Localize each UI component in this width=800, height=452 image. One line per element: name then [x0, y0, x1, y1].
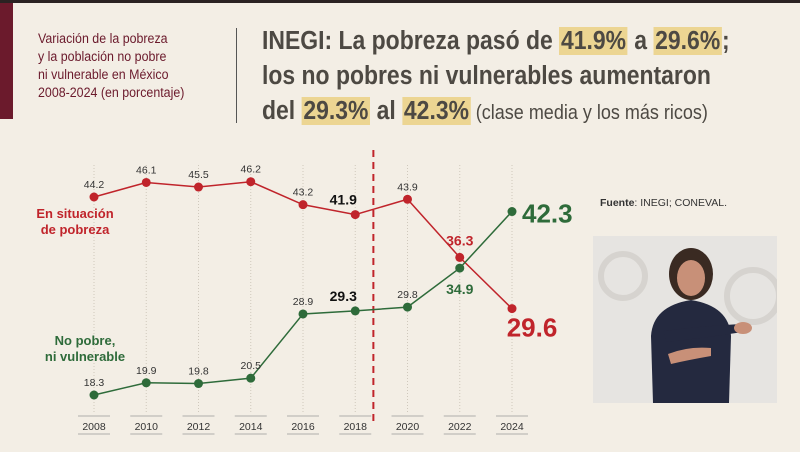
highlight-value: 41.9% [559, 27, 628, 55]
headline-text: del [262, 97, 302, 125]
data-label: 20.5 [241, 360, 262, 372]
data-label: 36.3 [446, 232, 473, 248]
data-point [246, 177, 256, 187]
x-tick-label: 2022 [448, 421, 472, 433]
highlight-value: 29.6% [653, 27, 723, 55]
chart-subtitle: Variación de la pobreza y la población n… [38, 30, 222, 102]
legend-text: de pobreza [40, 222, 110, 237]
headline-text: a [627, 27, 654, 55]
headline-text: INEGI: La pobreza pasó de [262, 27, 560, 55]
headline-text: los no pobres ni vulnerables aumentaron [262, 62, 711, 90]
data-point [89, 390, 99, 400]
legend-text: En situación [36, 206, 114, 221]
legend-text: No pobre, [54, 333, 116, 348]
subtitle-line: ni vulnerable en México [38, 67, 169, 82]
highlight-value: 29.3% [301, 97, 371, 125]
legend-text: ni vulnerable [44, 349, 126, 364]
data-point [455, 263, 465, 273]
data-point [194, 379, 203, 389]
data-label: 29.6 [507, 313, 558, 343]
legend-poverty: En situación de pobreza [20, 206, 130, 238]
top-border [0, 0, 800, 3]
subtitle-line: 2008-2024 (en porcentaje) [38, 85, 185, 100]
data-point [403, 302, 412, 312]
data-point [403, 194, 412, 204]
data-point [507, 304, 517, 314]
interpreter-figure-icon [593, 236, 777, 403]
headline: INEGI: La pobreza pasó de 41.9% a 29.6%;… [262, 24, 748, 131]
sign-language-interpreter-video [593, 236, 777, 403]
subtitle-line: Variación de la pobreza [38, 31, 168, 46]
data-point [455, 252, 465, 262]
data-point [350, 210, 360, 220]
source-label: Fuente [600, 197, 635, 209]
data-label: 42.3 [522, 199, 573, 229]
x-tick-label: 2008 [82, 421, 106, 433]
data-label: 44.2 [84, 179, 105, 191]
headline-text: ; [722, 27, 730, 55]
data-point [89, 192, 99, 202]
data-label: 46.1 [136, 164, 157, 176]
data-label: 19.9 [136, 365, 157, 377]
data-point [141, 378, 151, 388]
data-point [298, 200, 308, 210]
data-point [246, 373, 256, 383]
data-point [298, 309, 308, 319]
data-label: 45.5 [188, 169, 209, 181]
subtitle-line: y la población no pobre [38, 49, 167, 64]
data-label: 41.9 [330, 192, 357, 208]
data-label: 43.2 [293, 187, 314, 199]
data-point [350, 306, 360, 316]
data-point [141, 177, 151, 187]
legend-non-poor: No pobre, ni vulnerable [40, 333, 130, 365]
x-tick-label: 2012 [187, 421, 211, 433]
x-tick-label: 2010 [135, 421, 159, 433]
data-label: 29.3 [330, 288, 357, 304]
data-label: 46.2 [241, 164, 262, 176]
source-text: : INEGI; CONEVAL. [634, 197, 727, 209]
data-label: 28.9 [293, 296, 314, 308]
data-label: 19.8 [188, 366, 209, 378]
headline-note: (clase media y los más ricos) [470, 102, 708, 124]
x-tick-label: 2020 [396, 421, 420, 433]
data-point [507, 207, 517, 217]
data-label: 34.9 [446, 281, 473, 297]
data-label: 18.3 [84, 377, 105, 389]
headline-text: al [370, 97, 403, 125]
x-tick-label: 2018 [344, 421, 368, 433]
data-label: 29.8 [397, 289, 418, 301]
source-note: Fuente: INEGI; CONEVAL. [600, 197, 727, 209]
x-tick-label: 2016 [291, 421, 315, 433]
divider [236, 28, 237, 123]
x-tick-label: 2014 [239, 421, 263, 433]
data-point [194, 182, 203, 192]
x-tick-label: 2024 [500, 421, 524, 433]
data-label: 43.9 [397, 181, 418, 193]
highlight-value: 42.3% [402, 97, 471, 125]
brand-bar [0, 3, 13, 119]
